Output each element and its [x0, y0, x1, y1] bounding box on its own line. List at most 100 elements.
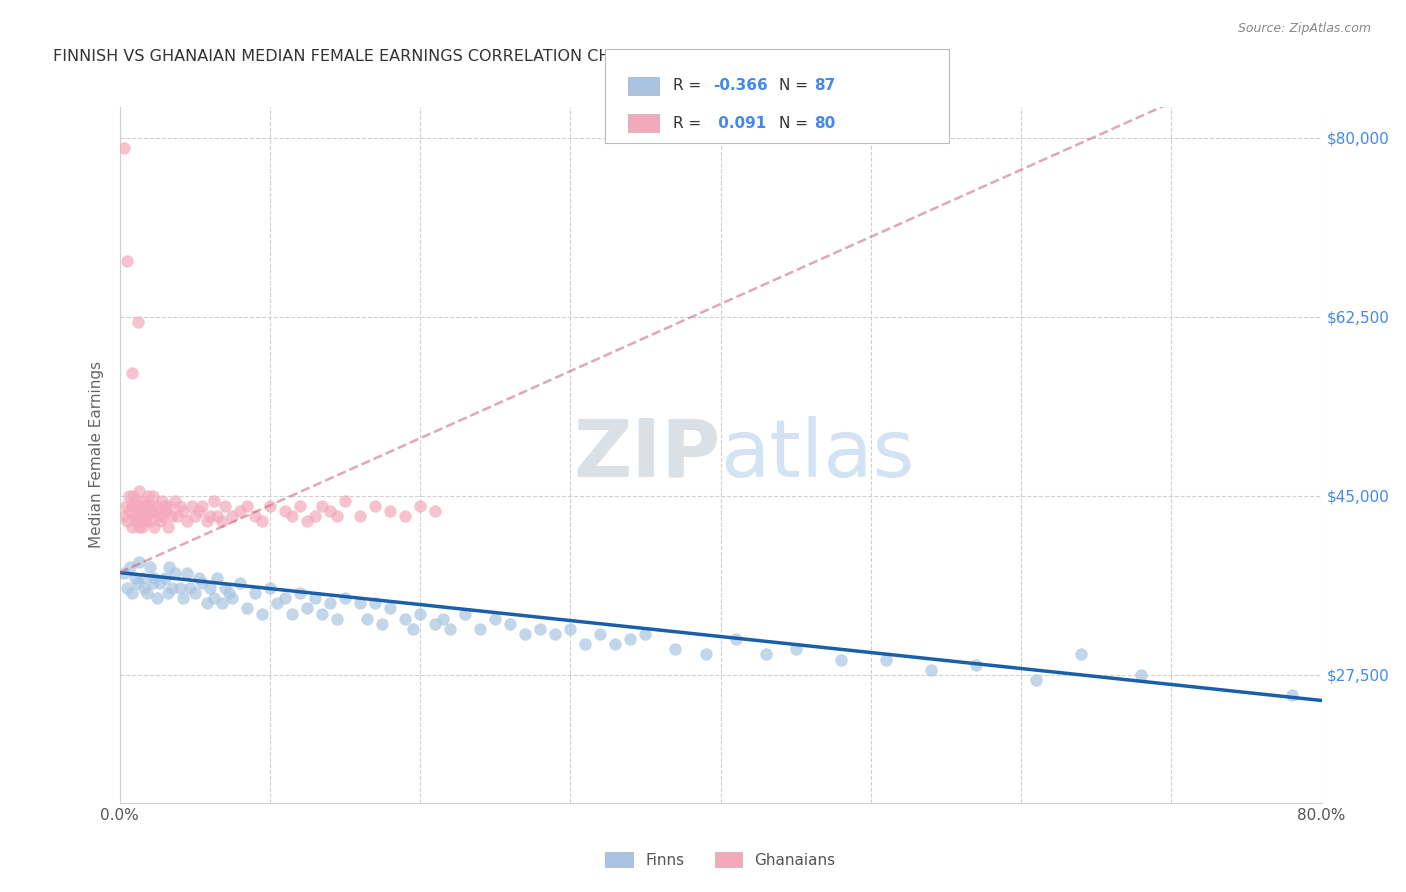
Point [409, 607, 432, 621]
Point [211, 596, 233, 610]
Point [129, 499, 152, 513]
Point [259, 581, 281, 595]
Point [172, 504, 194, 518]
Point [281, 607, 304, 621]
Text: 0.091: 0.091 [713, 115, 766, 130]
Point [166, 509, 188, 524]
Point [605, 637, 627, 651]
Point [830, 652, 852, 666]
Text: atlas: atlas [720, 416, 915, 494]
Point [118, 504, 141, 518]
Point [145, 504, 167, 518]
Text: -0.366: -0.366 [713, 78, 768, 94]
Point [118, 560, 141, 574]
Point [131, 519, 153, 533]
Point [176, 566, 198, 580]
Point [589, 627, 612, 641]
Point [221, 509, 243, 524]
Text: R =: R = [673, 115, 707, 130]
Point [423, 616, 446, 631]
Point [195, 596, 218, 610]
Point [142, 489, 165, 503]
Point [183, 586, 205, 600]
Point [619, 632, 641, 646]
Point [920, 663, 942, 677]
Point [252, 607, 274, 621]
Point [288, 586, 311, 600]
Point [297, 515, 319, 529]
Point [138, 515, 160, 529]
Point [349, 596, 371, 610]
Text: 87: 87 [814, 78, 835, 94]
Point [124, 494, 146, 508]
Point [205, 509, 228, 524]
Point [117, 489, 139, 503]
Point [311, 607, 333, 621]
Point [349, 509, 371, 524]
Point [228, 575, 252, 590]
Point [574, 637, 596, 651]
Point [128, 519, 150, 533]
Point [153, 571, 176, 585]
Point [311, 499, 333, 513]
Point [153, 499, 176, 513]
Point [202, 494, 225, 508]
Point [319, 596, 342, 610]
Point [228, 504, 252, 518]
Point [319, 504, 342, 518]
Point [122, 489, 145, 503]
Point [326, 612, 349, 626]
Point [169, 499, 191, 513]
Point [143, 519, 166, 533]
Point [378, 601, 401, 615]
Point [176, 515, 198, 529]
Point [468, 622, 492, 636]
Point [755, 648, 778, 662]
Point [423, 504, 446, 518]
Point [180, 499, 202, 513]
Point [114, 499, 136, 513]
Point [165, 566, 187, 580]
Point [136, 489, 159, 503]
Point [364, 499, 387, 513]
Point [214, 581, 236, 595]
Point [1025, 673, 1047, 687]
Point [274, 504, 297, 518]
Point [149, 515, 172, 529]
Point [439, 622, 461, 636]
Point [160, 509, 183, 524]
Point [115, 581, 138, 595]
Point [143, 571, 166, 585]
Point [121, 519, 143, 533]
Point [371, 616, 394, 631]
Point [121, 586, 143, 600]
Point [326, 509, 349, 524]
Point [409, 499, 432, 513]
Point [172, 591, 194, 606]
Point [127, 509, 149, 524]
Point [236, 499, 259, 513]
Point [965, 657, 987, 672]
Point [195, 515, 218, 529]
Point [115, 253, 138, 268]
Point [112, 566, 135, 580]
Point [304, 591, 326, 606]
Point [252, 515, 274, 529]
Point [297, 601, 319, 615]
Point [115, 515, 138, 529]
Point [131, 571, 153, 585]
Text: ZIP: ZIP [574, 416, 720, 494]
Point [160, 581, 183, 595]
Text: N =: N = [779, 115, 813, 130]
Point [112, 509, 135, 524]
Point [138, 560, 160, 574]
Point [529, 622, 551, 636]
Point [218, 586, 240, 600]
Point [243, 509, 266, 524]
Point [121, 366, 143, 380]
Point [236, 601, 259, 615]
Point [198, 581, 221, 595]
Point [148, 509, 170, 524]
Y-axis label: Median Female Earnings: Median Female Earnings [89, 361, 104, 549]
Point [191, 575, 214, 590]
